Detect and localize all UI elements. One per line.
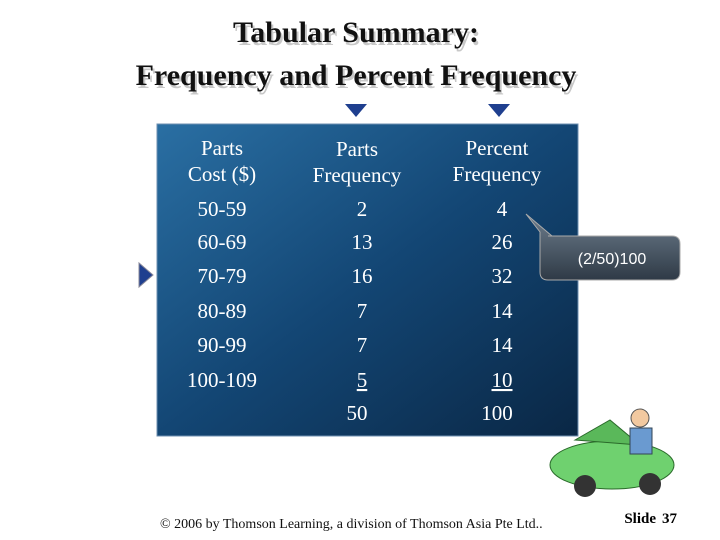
table-cell: 16 bbox=[352, 264, 373, 288]
table-cell: 100-109 bbox=[187, 368, 257, 392]
table-cell: 4 bbox=[497, 197, 508, 221]
car-clipart bbox=[549, 408, 675, 497]
total-percent: 100 bbox=[481, 401, 513, 425]
header-cell: Cost ($) bbox=[188, 162, 256, 186]
table-cell: 14 bbox=[492, 299, 514, 323]
callout-box bbox=[525, 213, 681, 281]
slide-number: 37 bbox=[662, 511, 678, 527]
table-cell: 32 bbox=[492, 264, 513, 288]
title: Tabular Summary:Tabular Summary:Frequenc… bbox=[136, 16, 579, 95]
title-line: Tabular Summary: bbox=[233, 16, 479, 49]
table-cell: 90-99 bbox=[198, 333, 247, 357]
marker bbox=[488, 104, 510, 117]
total-frequency: 50 bbox=[347, 401, 368, 425]
table-cell: 26 bbox=[492, 230, 513, 254]
table-cell: 7 bbox=[357, 299, 368, 323]
table-cell: 60-69 bbox=[198, 230, 247, 254]
table-box bbox=[156, 123, 579, 437]
slide-label: Slide bbox=[624, 511, 656, 527]
table-cell: 13 bbox=[352, 230, 373, 254]
table-cell: 70-79 bbox=[198, 264, 247, 288]
marker bbox=[345, 104, 367, 117]
footer: © 2006 by Thomson Learning, a division o… bbox=[160, 517, 543, 532]
title-line: Frequency and Percent Frequency bbox=[136, 59, 577, 92]
table-cell: 80-89 bbox=[198, 299, 247, 323]
title-shadow: Frequency and Percent Frequency bbox=[138, 62, 579, 95]
header-cell: Percent bbox=[466, 136, 529, 160]
header-cell: Parts bbox=[336, 137, 378, 161]
table-cell: 14 bbox=[492, 333, 514, 357]
header-cell: Frequency bbox=[453, 162, 542, 186]
table-cell: 50-59 bbox=[198, 197, 247, 221]
title-shadow: Tabular Summary: bbox=[235, 19, 481, 52]
table-cell: 7 bbox=[357, 333, 368, 357]
header-cell: Frequency bbox=[313, 163, 402, 187]
callout-text: (2/50)100 bbox=[578, 251, 647, 268]
table-cell: 10 bbox=[492, 368, 513, 392]
table-cell: 2 bbox=[357, 197, 368, 221]
header-cell: Parts bbox=[201, 136, 243, 160]
marker bbox=[138, 261, 154, 289]
table-cell: 5 bbox=[357, 368, 368, 392]
